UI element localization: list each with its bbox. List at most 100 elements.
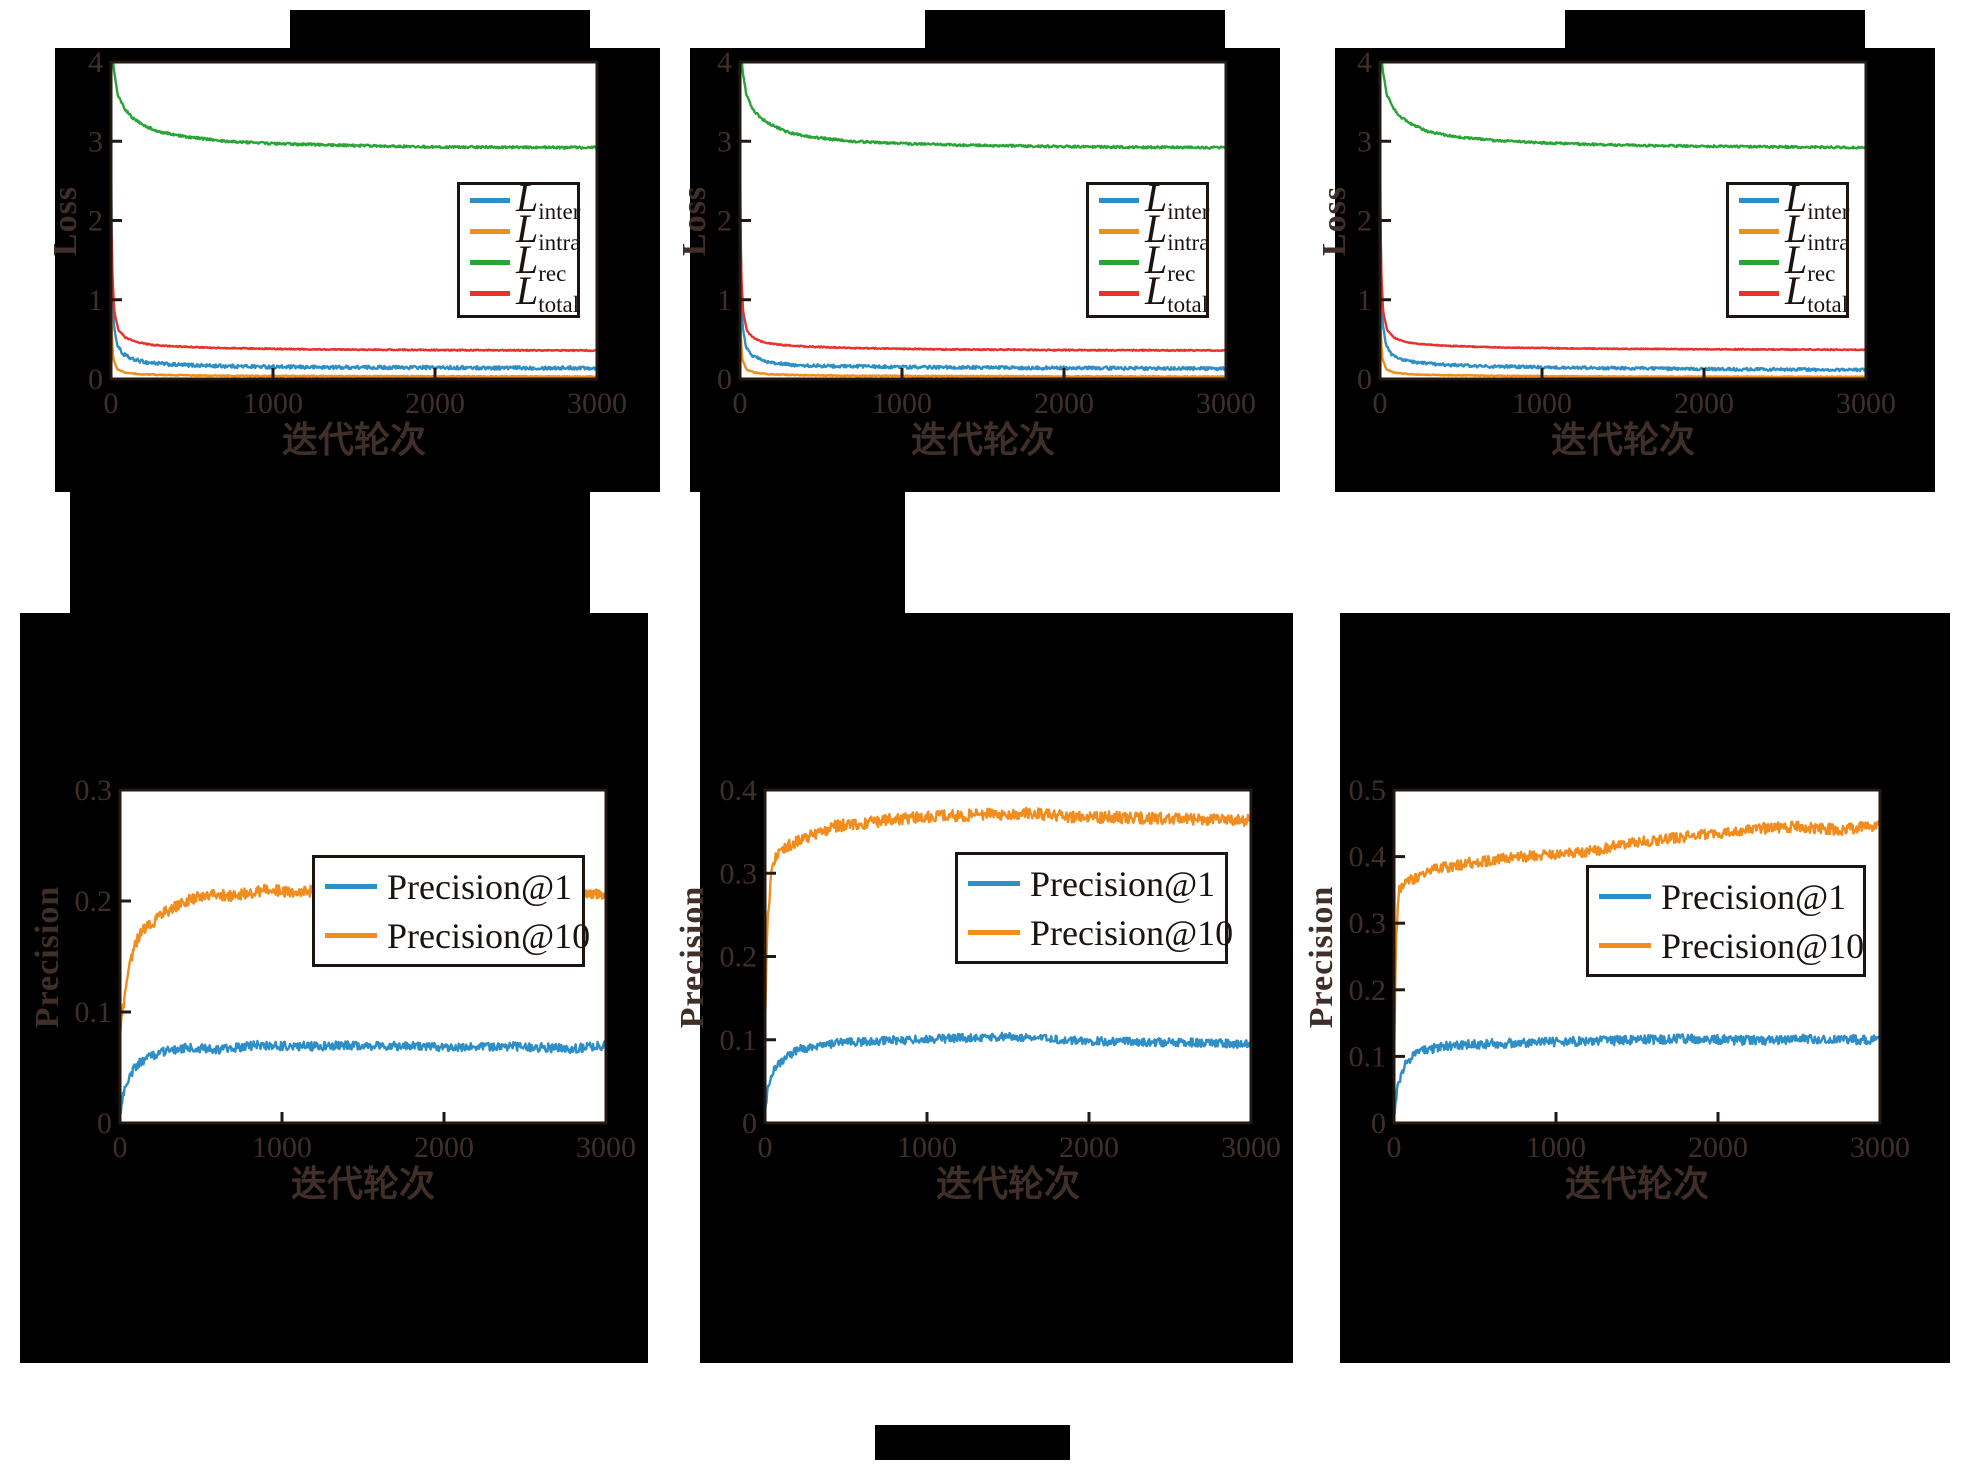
series-line-precision-2-Precision@10 bbox=[765, 806, 1251, 1024]
x-tick-label-loss-1: 0 bbox=[104, 387, 119, 420]
series-group-precision-2 bbox=[765, 806, 1251, 1114]
y-tick-label-precision-2: 0.4 bbox=[720, 774, 758, 807]
x-tick-label-precision-3: 2000 bbox=[1688, 1131, 1748, 1164]
y-tick-label-loss-1: 4 bbox=[88, 46, 103, 79]
x-tick-label-precision-1: 1000 bbox=[252, 1131, 312, 1164]
legend-line-sample bbox=[1599, 943, 1651, 948]
legend-item-label: Precision@10 bbox=[387, 915, 591, 956]
legend-line-sample bbox=[1099, 229, 1139, 234]
axes-frame-precision-1 bbox=[118, 788, 608, 1125]
y-tick-label-loss-1: 0 bbox=[88, 363, 103, 396]
legend-line-sample bbox=[1739, 198, 1779, 203]
legend-item-label: Precision@10 bbox=[1030, 912, 1234, 953]
legend-item: Precision@1 bbox=[325, 862, 572, 911]
series-group-loss-1 bbox=[111, 62, 597, 379]
series-line-loss-2-L_intra bbox=[740, 295, 1226, 379]
y-tick-label-precision-2: 0.1 bbox=[720, 1024, 758, 1057]
legend-line-sample bbox=[470, 291, 510, 296]
y-tick-label-precision-3: 0.4 bbox=[1349, 841, 1387, 874]
series-line-loss-3-L_total bbox=[1380, 204, 1866, 352]
y-tick-label-precision-2: 0.2 bbox=[720, 941, 758, 974]
series-line-loss-3-L_intra bbox=[1380, 291, 1866, 379]
y-tick-label-precision-2: 0.3 bbox=[720, 857, 758, 890]
series-line-loss-1-L_inter bbox=[111, 154, 597, 371]
y-tick-label-loss-1: 2 bbox=[88, 205, 103, 238]
x-tick-label-precision-2: 1000 bbox=[897, 1131, 957, 1164]
y-tick-label-loss-2: 1 bbox=[717, 284, 732, 317]
legend-item: Lrec bbox=[1099, 240, 1200, 285]
series-line-loss-1-L_rec bbox=[112, 62, 597, 150]
y-tick-label-loss-2: 3 bbox=[717, 125, 732, 158]
y-axis-label-loss-3: Loss bbox=[1316, 185, 1353, 256]
legend-box-precision-2: Precision@1 Precision@10 bbox=[955, 852, 1233, 964]
legend-item: Ltotal bbox=[1099, 271, 1208, 316]
x-tick-label-loss-2: 1000 bbox=[872, 387, 932, 420]
x-tick-label-precision-1: 2000 bbox=[414, 1131, 474, 1164]
series-line-loss-3-L_rec bbox=[1380, 62, 1866, 150]
legend-item-label: Ltotal bbox=[1145, 268, 1209, 317]
legend-item-label: Lrec bbox=[1145, 237, 1196, 286]
legend-line-sample bbox=[1599, 894, 1651, 899]
series-line-precision-1-Precision@1 bbox=[120, 1039, 606, 1115]
legend-line-sample bbox=[1739, 291, 1779, 296]
legend-line-sample bbox=[470, 260, 510, 265]
legend-line-sample bbox=[325, 933, 377, 938]
legend-item: Lintra bbox=[470, 209, 580, 254]
x-tick-label-precision-3: 0 bbox=[1387, 1131, 1402, 1164]
series-group-loss-3 bbox=[1380, 62, 1866, 379]
legend-item: Linter bbox=[470, 178, 580, 223]
legend-item-label: Precision@1 bbox=[387, 866, 573, 907]
y-tick-label-precision-3: 0.1 bbox=[1349, 1040, 1387, 1073]
x-tick-label-loss-1: 1000 bbox=[243, 387, 303, 420]
legend-item-label: Lrec bbox=[1785, 237, 1836, 286]
y-tick-label-loss-3: 0 bbox=[1357, 363, 1372, 396]
y-tick-label-precision-2: 0 bbox=[742, 1107, 757, 1140]
x-axis-label-loss-3: 迭代轮次 bbox=[1550, 420, 1696, 460]
y-tick-label-loss-1: 3 bbox=[88, 125, 103, 158]
series-line-loss-1-L_total bbox=[111, 204, 597, 353]
legend-line-sample bbox=[1739, 229, 1779, 234]
legend-item: Lintra bbox=[1739, 209, 1849, 254]
series-line-precision-3-Precision@1 bbox=[1394, 1033, 1880, 1117]
x-axis-label-precision-3: 迭代轮次 bbox=[1564, 1164, 1710, 1204]
series-group-precision-3 bbox=[1394, 820, 1880, 1117]
legend-box-loss-3: Linter Lintra Lrec Ltotal bbox=[1726, 178, 1849, 318]
legend-box-precision-1: Precision@1 Precision@10 bbox=[312, 855, 590, 967]
legend-item: Lintra bbox=[1099, 209, 1209, 254]
x-axis-label-loss-1: 迭代轮次 bbox=[281, 420, 427, 460]
legend-item: Lrec bbox=[470, 240, 571, 285]
y-tick-label-precision-1: 0.1 bbox=[75, 996, 113, 1029]
y-axis-label-loss-2: Loss bbox=[676, 185, 713, 256]
y-axis-label-loss-1: Loss bbox=[47, 185, 84, 256]
legend-line-sample bbox=[325, 884, 377, 889]
y-tick-label-loss-2: 2 bbox=[717, 205, 732, 238]
legend-line-sample bbox=[1739, 260, 1779, 265]
series-line-loss-2-L_total bbox=[740, 208, 1226, 353]
legend-item: Lrec bbox=[1739, 240, 1840, 285]
legend-item-label: Precision@1 bbox=[1030, 863, 1216, 904]
legend-item: Precision@1 bbox=[1599, 872, 1853, 921]
y-tick-label-loss-3: 3 bbox=[1357, 125, 1372, 158]
y-tick-label-precision-3: 0 bbox=[1371, 1107, 1386, 1140]
legend-box-loss-1: Linter Lintra Lrec Ltotal bbox=[457, 178, 580, 318]
legend-item: Precision@10 bbox=[1599, 921, 1864, 970]
x-tick-label-loss-2: 2000 bbox=[1034, 387, 1094, 420]
legend-line-sample bbox=[470, 229, 510, 234]
x-axis-label-precision-1: 迭代轮次 bbox=[290, 1164, 436, 1204]
legend-item: Linter bbox=[1099, 178, 1209, 223]
x-tick-label-precision-2: 0 bbox=[758, 1131, 773, 1164]
x-tick-label-precision-3: 1000 bbox=[1526, 1131, 1586, 1164]
legend-item-label: Linter bbox=[1145, 175, 1210, 224]
x-axis-label-precision-2: 迭代轮次 bbox=[935, 1164, 1081, 1204]
legend-item: Precision@10 bbox=[968, 908, 1233, 957]
x-tick-label-loss-1: 2000 bbox=[405, 387, 465, 420]
legend-item-label: Lintra bbox=[1145, 206, 1210, 255]
y-tick-label-loss-3: 2 bbox=[1357, 205, 1372, 238]
x-tick-label-loss-2: 3000 bbox=[1196, 387, 1256, 420]
x-tick-label-precision-2: 2000 bbox=[1059, 1131, 1119, 1164]
top-strip-1 bbox=[290, 10, 590, 48]
x-tick-label-precision-2: 3000 bbox=[1221, 1131, 1281, 1164]
legend-box-loss-2: Linter Lintra Lrec Ltotal bbox=[1086, 178, 1209, 318]
legend-item-label: Linter bbox=[516, 175, 581, 224]
y-axis-label-precision-2: Precision bbox=[674, 885, 711, 1028]
